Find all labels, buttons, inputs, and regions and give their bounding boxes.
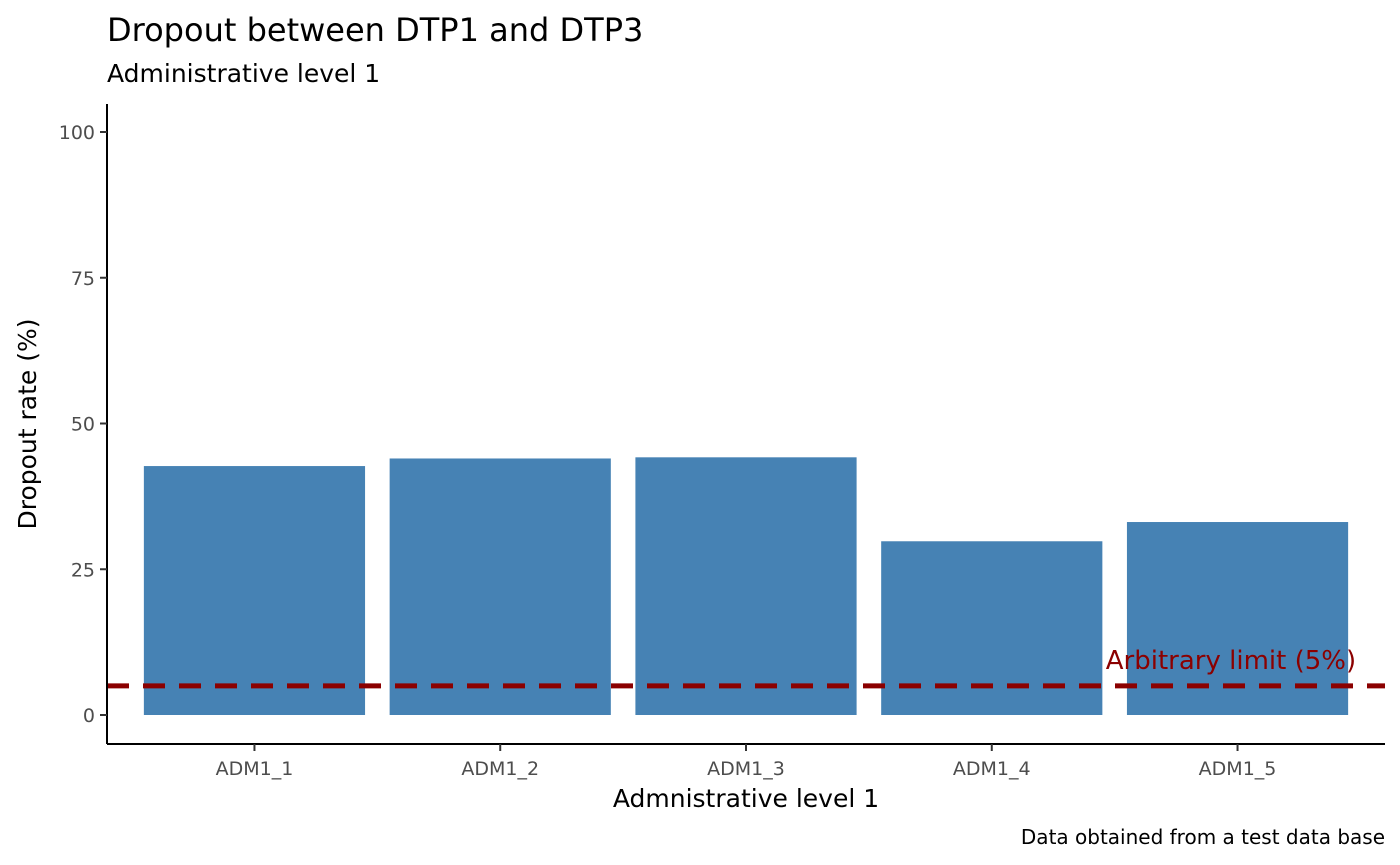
ticks-layer: 0 25 50 75 100 ADM1_1 ADM1_2 ADM1_3 ADM1_4 ADM1_5 xyxy=(59,122,1277,780)
bar-adm1-1 xyxy=(143,466,366,715)
chart-caption: Data obtained from a test data base xyxy=(1021,825,1385,849)
bar-adm1-2 xyxy=(389,458,611,715)
bar-adm1-3 xyxy=(635,457,857,715)
y-tick-label: 0 xyxy=(83,705,95,727)
bar-adm1-5 xyxy=(1126,522,1349,715)
y-tick-label: 25 xyxy=(71,559,95,581)
reference-line-label: Arbitrary limit (5%) xyxy=(1106,646,1356,676)
x-tick-label: ADM1_5 xyxy=(1199,758,1277,780)
x-tick-label: ADM1_4 xyxy=(953,758,1031,780)
x-tick-label: ADM1_2 xyxy=(461,758,539,780)
chart-title: Dropout between DTP1 and DTP3 xyxy=(107,11,643,49)
chart-subtitle: Administrative level 1 xyxy=(107,59,380,88)
bars-layer xyxy=(143,457,1349,715)
y-axis-title: Dropout rate (%) xyxy=(13,318,42,529)
bar-adm1-4 xyxy=(881,541,1103,715)
x-tick-label: ADM1_3 xyxy=(707,758,785,780)
x-tick-label: ADM1_1 xyxy=(216,758,294,780)
reference-line-layer: Arbitrary limit (5%) xyxy=(107,646,1385,689)
y-tick-label: 50 xyxy=(71,414,95,436)
x-axis-title: Admnistrative level 1 xyxy=(613,784,879,813)
y-tick-label: 75 xyxy=(71,268,95,290)
y-tick-label: 100 xyxy=(59,122,95,144)
